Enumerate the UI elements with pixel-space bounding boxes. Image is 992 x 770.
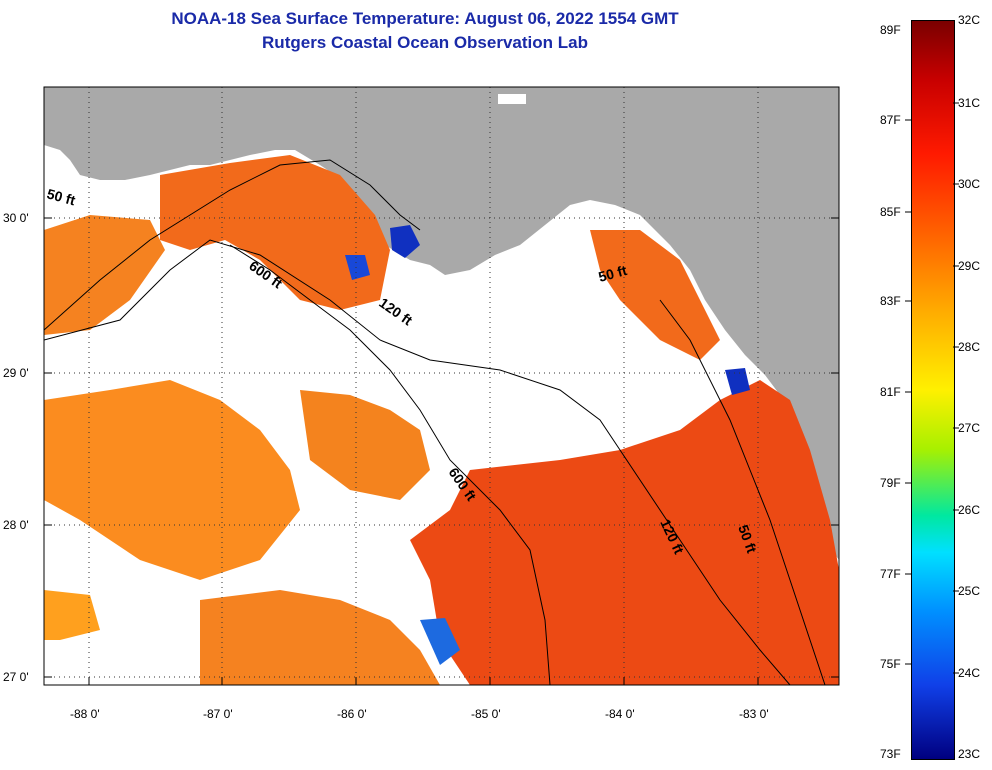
colorbar-c-26: 26C: [958, 503, 981, 517]
lat-label-27: 27 0': [3, 670, 29, 684]
colorbar-f-87: 87F: [880, 113, 901, 127]
contour-label-50ft-east: 50 ft: [597, 262, 629, 285]
map-subtitle: Rutgers Coastal Ocean Observation Lab: [262, 33, 588, 52]
lon-label-86: -86 0': [337, 707, 367, 721]
colorbar-f-81: 81F: [880, 385, 901, 399]
land-mass: [44, 87, 839, 560]
sst-region-south: [200, 590, 440, 685]
colorbar-c-28: 28C: [958, 340, 981, 354]
colorbar-c-31: 31C: [958, 96, 981, 110]
lon-label-87: -87 0': [203, 707, 233, 721]
colorbar-f-89: 89F: [880, 23, 901, 37]
lon-label-83: -83 0': [739, 707, 769, 721]
colorbar-f-75: 75F: [880, 657, 901, 671]
colorbar-f-77: 77F: [880, 567, 901, 581]
colorbar-f-83: 83F: [880, 294, 901, 308]
sst-region-northwest: [160, 155, 390, 310]
cold-patch-1: [390, 225, 420, 258]
cold-patch-3: [725, 368, 750, 395]
sst-region-mid: [300, 390, 430, 500]
lon-label-88: -88 0': [70, 707, 100, 721]
colorbar-c-29: 29C: [958, 259, 981, 273]
colorbar-c-25: 25C: [958, 584, 981, 598]
sst-region-southwest: [44, 590, 100, 640]
lat-label-29: 29 0': [3, 366, 29, 380]
lon-label-85: -85 0': [471, 707, 501, 721]
lon-label-84: -84 0': [605, 707, 635, 721]
colorbar-c-27: 27C: [958, 421, 981, 435]
colorbar-c-32: 32C: [958, 13, 981, 27]
temperature-colorbar: [911, 20, 955, 760]
colorbar-f-85: 85F: [880, 205, 901, 219]
cold-patch-4: [420, 618, 460, 665]
colorbar-c-24: 24C: [958, 666, 981, 680]
sst-region-central-west: [44, 380, 300, 580]
cold-patch-2: [345, 255, 370, 280]
colorbar-f-79: 79F: [880, 476, 901, 490]
lat-label-28: 28 0': [3, 518, 29, 532]
lat-label-30: 30 0': [3, 211, 29, 225]
contour-label-50ft-west: 50 ft: [45, 185, 77, 208]
colorbar-c-23: 23C: [958, 747, 981, 761]
colorbar-ticks: [905, 102, 959, 674]
colorbar-c-30: 30C: [958, 177, 981, 191]
sst-map: 50 ft 600 ft 120 ft 50 ft 600 ft 120 ft …: [43, 86, 840, 686]
sst-region-east: [590, 230, 720, 360]
sst-region-west: [44, 215, 165, 335]
map-title: NOAA-18 Sea Surface Temperature: August …: [171, 9, 679, 28]
colorbar-f-73: 73F: [880, 747, 901, 761]
